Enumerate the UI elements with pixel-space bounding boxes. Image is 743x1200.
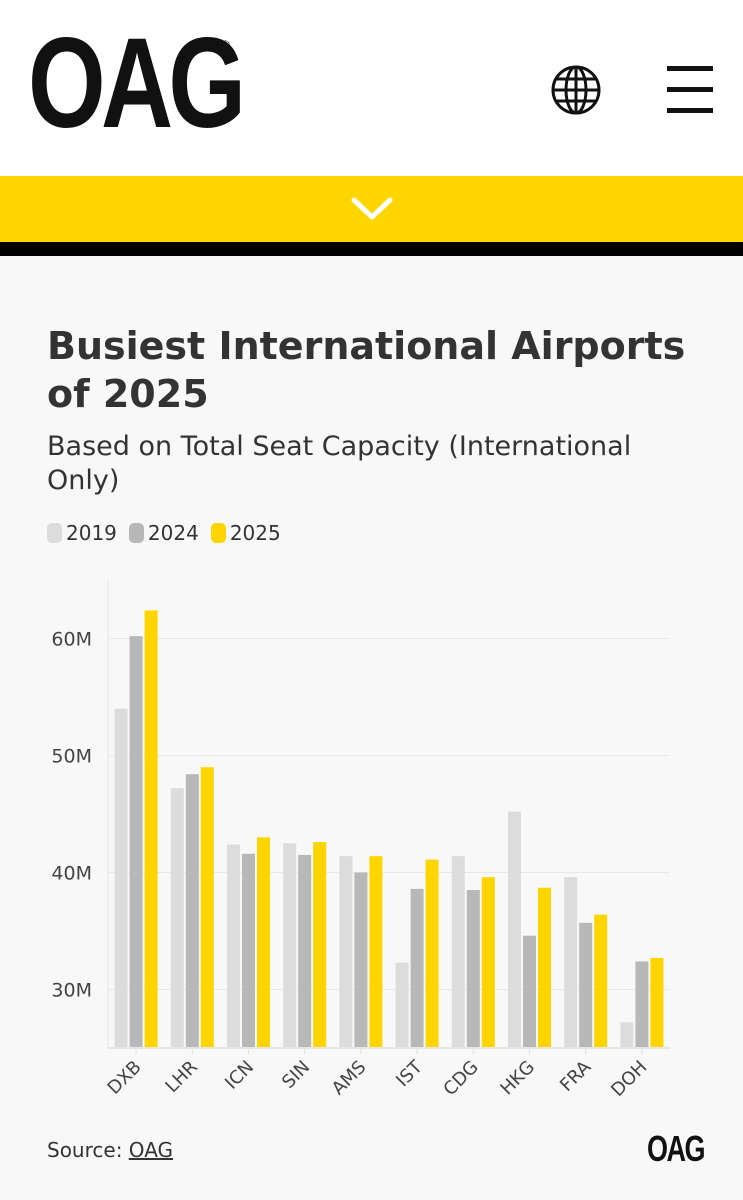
bar-hkg-2025 — [538, 887, 551, 1048]
source-note: Source: OAG — [47, 1138, 173, 1162]
bar-doh-2019 — [620, 1022, 634, 1048]
bar-sin-2019 — [283, 843, 297, 1048]
x-tick-label: ICN — [221, 1057, 258, 1094]
bar-dxb-2024 — [129, 636, 143, 1048]
x-tick-label: AMS — [328, 1057, 371, 1100]
x-tick-label: HKG — [496, 1057, 539, 1100]
y-tick-label: 30M — [51, 980, 92, 1002]
legend-item-2019[interactable]: 2019 — [47, 521, 117, 545]
hamburger-menu-icon[interactable] — [667, 66, 713, 129]
y-tick-label: 40M — [51, 863, 92, 885]
site-header: OAG ® — [0, 0, 743, 176]
bar-chart: 30M 40M 50M 60M DXB LHR ICN SIN AMS IST CDG HKG FRA D… — [51, 580, 670, 1101]
legend-item-2025[interactable]: 2025 — [210, 521, 281, 545]
bar-lhr-2019 — [170, 788, 184, 1048]
x-tick-label: DXB — [104, 1057, 146, 1099]
bar-lhr-2024 — [185, 774, 199, 1048]
bar-ams-2019 — [339, 856, 353, 1048]
bar-dxb-2025 — [144, 610, 158, 1048]
legend-label: 2024 — [147, 521, 199, 545]
chart-subtitle: Based on Total Seat Capacity (Internatio… — [47, 431, 632, 496]
bar-dxb-2019 — [114, 708, 128, 1048]
bar-cdg-2025 — [481, 877, 495, 1048]
bar-doh-2024 — [635, 961, 649, 1048]
legend-swatch — [47, 523, 62, 543]
y-tick-label: 50M — [51, 746, 92, 768]
x-tick-label: IST — [392, 1056, 427, 1091]
bar-ist-2024 — [410, 888, 424, 1048]
y-tick-label: 60M — [51, 629, 92, 651]
bar-fra-2024 — [579, 922, 593, 1048]
bar-hkg-2024 — [523, 935, 536, 1048]
bar-cdg-2019 — [451, 856, 465, 1048]
bar-fra-2025 — [594, 914, 608, 1048]
chart-legend: 2019 2024 2025 — [47, 521, 293, 545]
chart-title: Busiest International Airports of 2025 — [47, 324, 686, 416]
source-link[interactable]: OAG — [128, 1138, 174, 1162]
chevron-down-icon[interactable] — [351, 196, 393, 222]
bar-icn-2019 — [227, 844, 240, 1048]
x-tick-label: DOH — [607, 1057, 651, 1101]
bar-cdg-2024 — [466, 890, 480, 1048]
legend-swatch — [128, 523, 144, 543]
x-tick-label: CDG — [439, 1057, 482, 1100]
bar-ams-2024 — [354, 872, 368, 1048]
bar-sin-2024 — [298, 854, 312, 1048]
x-tick-label: SIN — [278, 1057, 314, 1093]
oag-logo[interactable]: OAG — [28, 12, 246, 155]
bar-hkg-2019 — [508, 811, 521, 1048]
oag-footer-logo: OAG — [647, 1128, 706, 1169]
bar-lhr-2025 — [200, 767, 214, 1048]
bar-ist-2025 — [425, 859, 439, 1048]
x-tick-label: FRA — [556, 1056, 596, 1096]
legend-label: 2019 — [66, 521, 117, 545]
bar-fra-2019 — [564, 877, 578, 1048]
x-tick-label: LHR — [161, 1057, 201, 1097]
bar-ams-2025 — [369, 856, 383, 1048]
legend-item-2024[interactable]: 2024 — [128, 521, 199, 545]
bar-icn-2024 — [242, 853, 255, 1048]
source-label: Source: — [47, 1138, 123, 1162]
expand-banner[interactable] — [0, 176, 743, 256]
bar-ist-2019 — [395, 962, 409, 1048]
registered-mark: ® — [220, 38, 231, 51]
globe-icon[interactable] — [550, 64, 602, 116]
bar-sin-2025 — [313, 842, 327, 1048]
legend-label: 2025 — [229, 521, 281, 545]
legend-swatch — [210, 523, 226, 543]
bar-icn-2025 — [257, 837, 270, 1048]
bar-doh-2025 — [650, 957, 664, 1048]
